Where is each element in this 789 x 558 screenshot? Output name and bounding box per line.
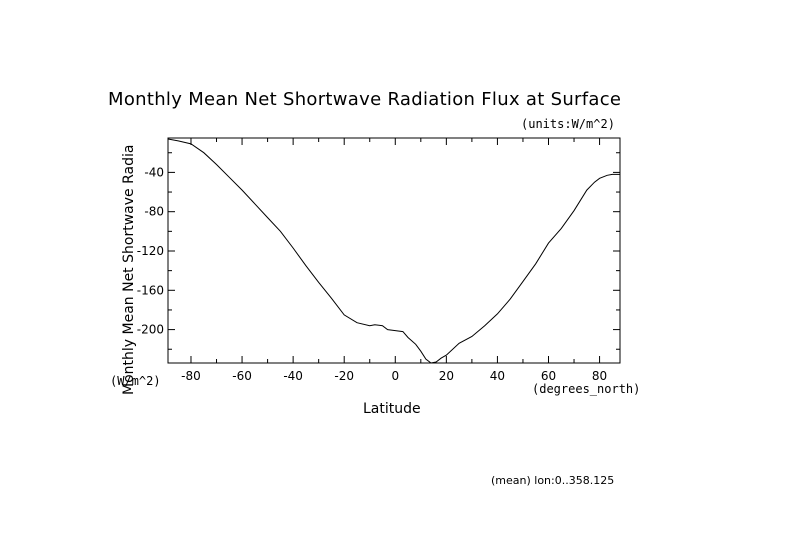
x-tick-label: 0 <box>391 369 399 383</box>
units-note: (units:W/m^2) <box>521 117 615 131</box>
chart-title: Monthly Mean Net Shortwave Radiation Flu… <box>108 89 622 110</box>
x-units: (degrees_north) <box>532 382 641 396</box>
axis-ticks <box>168 138 620 363</box>
y-axis-label: Monthly Mean Net Shortwave Radia <box>121 144 137 395</box>
y-units: (W/m^2) <box>110 374 161 388</box>
x-tick-label: -40 <box>283 369 303 383</box>
y-tick-label: -120 <box>137 244 164 258</box>
x-tick-label: 20 <box>439 369 454 383</box>
x-tick-label: -80 <box>181 369 201 383</box>
x-tick-label: 60 <box>541 369 556 383</box>
y-tick-label: -200 <box>137 323 164 337</box>
axis-tick-labels: -80 -60 -40 -20 0 20 40 60 80-40-80-120-160-200 <box>137 165 607 383</box>
y-tick-label: -160 <box>137 283 164 297</box>
y-tick-label: -40 <box>144 165 164 179</box>
x-tick-label: -60 <box>232 369 252 383</box>
series-line <box>167 138 620 364</box>
x-tick-label: -20 <box>334 369 354 383</box>
y-tick-label: -80 <box>144 205 164 219</box>
x-tick-label: 40 <box>490 369 505 383</box>
x-axis-label: Latitude <box>363 401 421 417</box>
x-tick-label: 80 <box>592 369 607 383</box>
footnote: (mean) lon:0..358.125 <box>491 474 615 487</box>
plot-frame <box>167 137 621 364</box>
